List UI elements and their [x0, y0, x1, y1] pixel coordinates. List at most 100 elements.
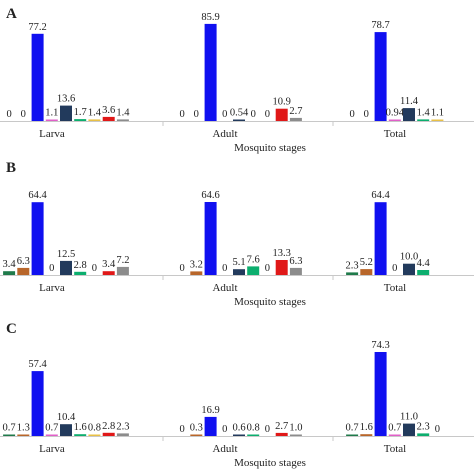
category-label: Larva [39, 443, 65, 455]
data-label: 1.7 [74, 107, 87, 118]
bar [403, 108, 415, 121]
bar [190, 271, 203, 275]
data-label: 0.6 [232, 423, 245, 434]
bar [417, 270, 430, 275]
bar [74, 119, 87, 121]
bar [60, 105, 72, 121]
bar [431, 119, 444, 121]
data-label: 3.4 [102, 259, 116, 270]
data-label: 0 [251, 109, 256, 120]
data-label: 0.7 [346, 423, 359, 434]
data-label: 0.8 [247, 423, 260, 434]
data-label: 0 [194, 109, 199, 120]
data-label: 0 [364, 109, 369, 120]
data-label: 0.8 [88, 423, 101, 434]
bar [31, 33, 44, 121]
data-label: 64.6 [201, 190, 219, 201]
data-label: 2.3 [417, 421, 430, 432]
bar [204, 202, 217, 275]
data-label: 2.3 [116, 421, 129, 432]
x-axis-title: Mosquito stages [234, 296, 306, 308]
category-label: Larva [39, 128, 65, 140]
data-label: 4.4 [417, 258, 431, 269]
data-label: 7.2 [116, 255, 129, 266]
data-label: 1.1 [45, 108, 58, 119]
bar [275, 260, 288, 275]
bar [31, 371, 44, 436]
data-label: 0 [49, 263, 54, 274]
data-label: 10.9 [273, 97, 291, 108]
x-axis-title: Mosquito stages [234, 457, 306, 469]
bar [275, 432, 288, 436]
bar [289, 267, 302, 275]
data-label: 1.0 [289, 423, 302, 434]
data-label: 1.1 [431, 108, 444, 119]
data-label: 0 [92, 263, 97, 274]
data-label: 64.4 [28, 190, 47, 201]
data-label: 6.3 [289, 256, 302, 267]
bar [360, 434, 373, 436]
bar [116, 433, 129, 436]
data-label: 2.8 [102, 421, 115, 432]
data-label: 2.3 [346, 260, 359, 271]
data-label: 0.54 [230, 108, 249, 119]
bar [60, 424, 72, 436]
bar [247, 266, 260, 275]
data-label: 1.6 [360, 422, 373, 433]
bar [102, 271, 115, 275]
bar [116, 119, 129, 121]
bar [74, 271, 87, 275]
bar [388, 434, 401, 436]
data-label: 5.1 [232, 257, 245, 268]
bar [88, 434, 101, 436]
data-label: 2.8 [74, 260, 87, 271]
bar [31, 202, 44, 275]
data-label: 13.6 [57, 94, 75, 105]
category-label: Adult [212, 128, 237, 140]
bar [45, 434, 58, 436]
bar [3, 271, 16, 275]
data-label: 77.2 [28, 22, 46, 33]
data-label: 6.3 [17, 256, 30, 267]
data-label: 1.4 [417, 107, 431, 118]
bar [275, 108, 288, 121]
data-label: 5.2 [360, 257, 373, 268]
data-label: 0.7 [388, 423, 401, 434]
data-label: 16.9 [201, 405, 219, 416]
panel-letter: A [6, 6, 17, 22]
data-label: 0 [265, 109, 270, 120]
data-label: 2.7 [289, 106, 302, 117]
data-label: 0.3 [190, 423, 203, 434]
data-label: 0 [21, 109, 26, 120]
data-label: 85.9 [201, 12, 219, 23]
data-label: 0 [349, 109, 354, 120]
data-label: 64.4 [371, 190, 390, 201]
bar [17, 434, 30, 436]
bar [60, 260, 72, 275]
bar [45, 119, 58, 121]
data-label: 13.3 [273, 248, 291, 259]
data-label: 12.5 [57, 249, 75, 260]
bar [74, 434, 87, 436]
data-label: 0.7 [45, 423, 58, 434]
x-axis-title: Mosquito stages [234, 142, 306, 154]
panel-letter: C [6, 321, 17, 337]
bar [289, 434, 302, 436]
data-label: 11.0 [400, 412, 418, 423]
data-label: 0 [179, 263, 184, 274]
data-label: 78.7 [371, 20, 389, 31]
data-label: 1.6 [74, 422, 87, 433]
bar [233, 434, 245, 436]
bar [190, 434, 203, 436]
bar [247, 434, 260, 436]
data-label: 1.4 [88, 107, 102, 118]
data-label: 0.7 [3, 423, 16, 434]
bar [233, 119, 245, 121]
data-label: 57.4 [28, 359, 47, 370]
data-label: 74.3 [371, 340, 389, 351]
category-label: Total [384, 128, 406, 140]
bar [360, 269, 373, 275]
category-label: Adult [212, 443, 237, 455]
bar [403, 263, 415, 275]
